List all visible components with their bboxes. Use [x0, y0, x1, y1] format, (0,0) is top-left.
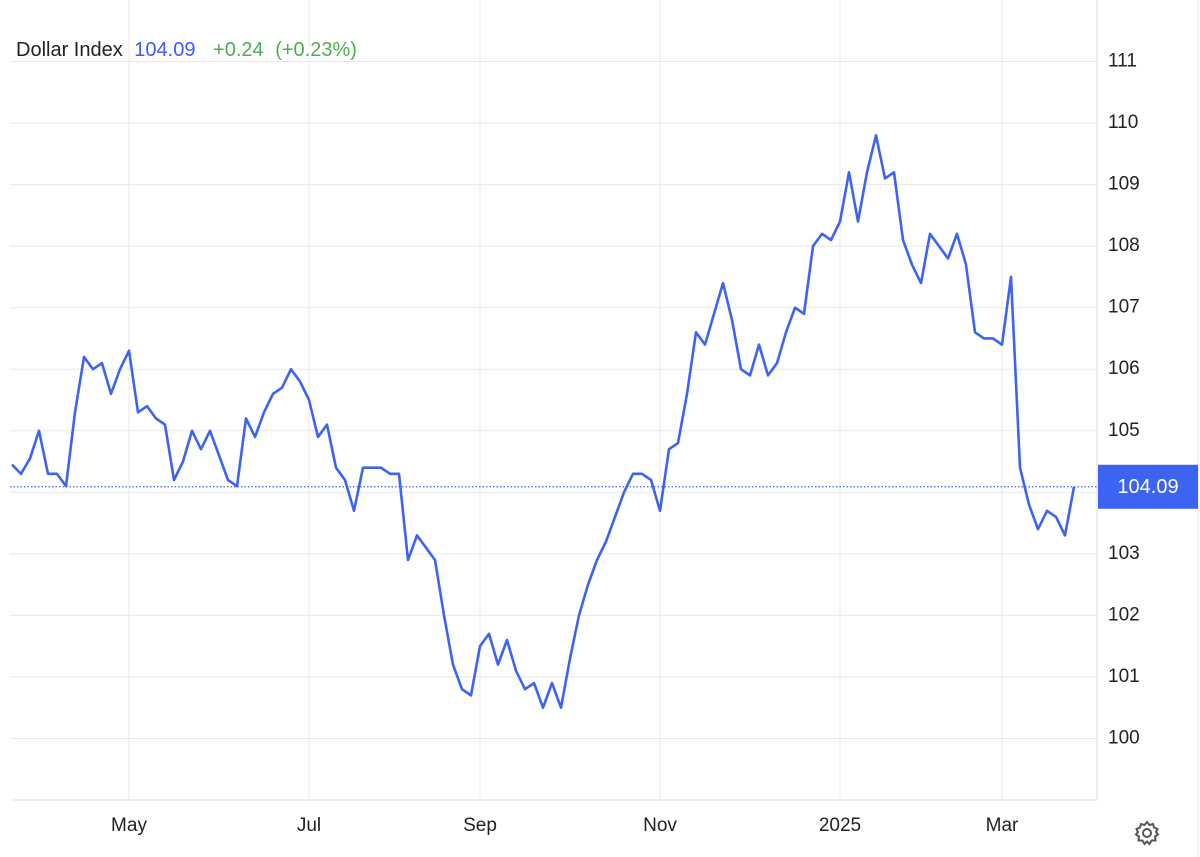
y-tick-label: 101 — [1108, 666, 1140, 687]
last-value: 104.09 — [134, 39, 195, 61]
last-value-box — [1098, 464, 1198, 509]
grid — [10, 0, 1097, 800]
y-tick-label: 103 — [1108, 543, 1140, 564]
settings-icon-center — [1142, 828, 1152, 838]
chart-title: Dollar Index — [16, 39, 123, 61]
y-tick-label: 100 — [1108, 727, 1140, 748]
y-tick-label: 102 — [1108, 604, 1140, 625]
y-tick-label: 105 — [1108, 420, 1140, 441]
y-tick-label: 110 — [1108, 112, 1138, 133]
y-tick-label: 109 — [1108, 174, 1140, 195]
x-tick-label: 2025 — [819, 815, 861, 836]
title-row: Dollar Index 104.09 +0.24 (+0.23%) — [16, 39, 357, 61]
settings-icon[interactable] — [1134, 820, 1160, 846]
change-pct: (+0.23%) — [275, 39, 357, 61]
y-tick-label: 108 — [1108, 235, 1140, 256]
change: +0.24 — [213, 39, 264, 61]
x-tick-label: Jul — [297, 815, 321, 836]
y-tick-label: 106 — [1108, 358, 1140, 379]
x-tick-label: May — [111, 815, 147, 836]
x-tick-label: Mar — [986, 815, 1019, 836]
settings-icon-gear — [1134, 820, 1160, 846]
x-tick-label: Sep — [463, 815, 497, 836]
last-value-label: 104.09 — [1117, 476, 1178, 498]
y-tick-label: 107 — [1108, 297, 1140, 318]
price-line — [11, 134, 1076, 709]
y-tick-label: 111 — [1108, 51, 1137, 72]
x-tick-label: Nov — [643, 815, 677, 836]
